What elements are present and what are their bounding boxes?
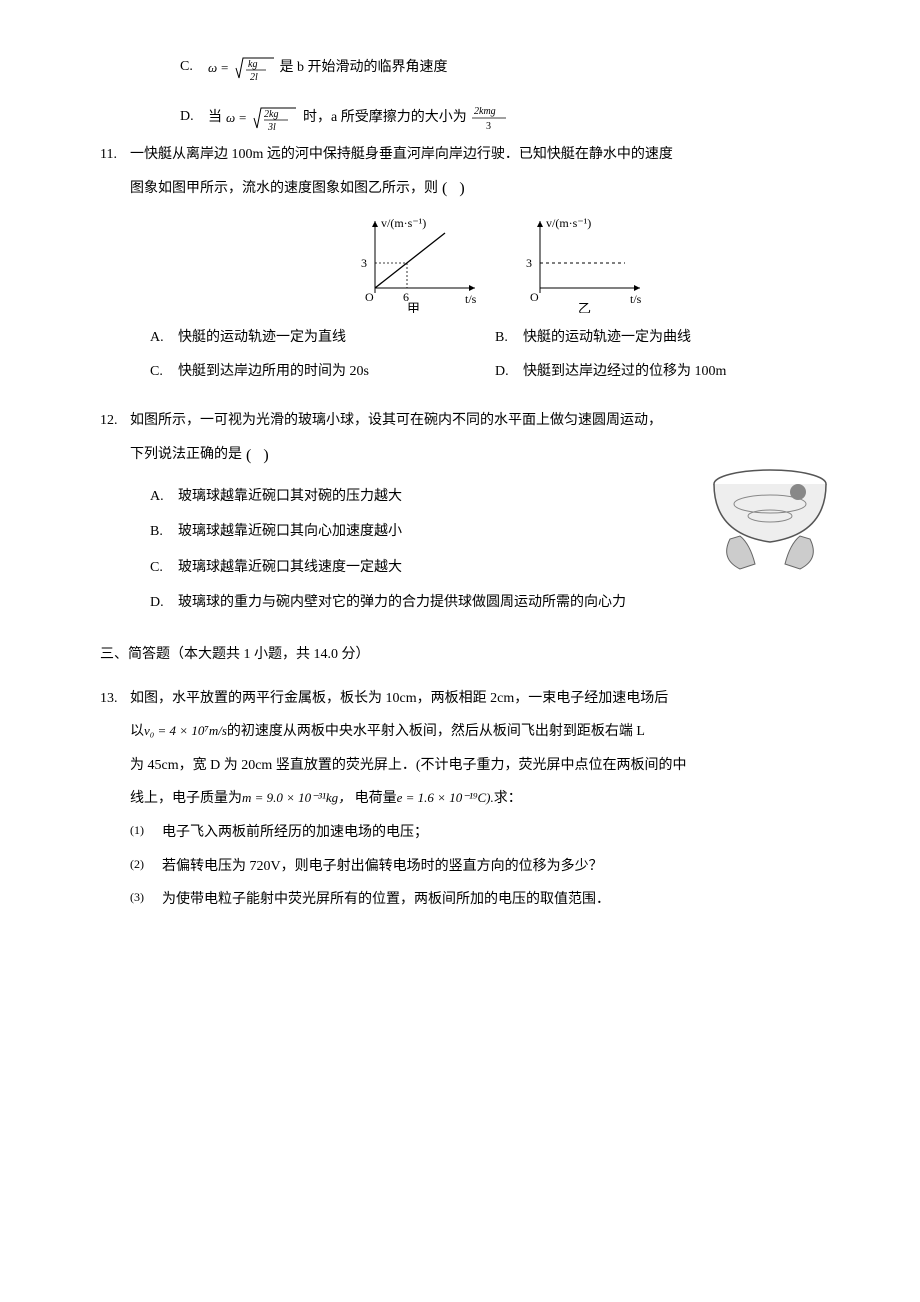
option-label: C. <box>150 551 178 585</box>
svg-text:ω: ω <box>208 60 217 75</box>
paren-icon: ( ) <box>442 179 470 197</box>
sub-text: 电子飞入两板前所经历的加速电场的电压； <box>162 816 428 850</box>
svg-text:O: O <box>530 290 539 304</box>
bowl-figure <box>700 464 840 574</box>
stem-line: 如图所示，一可视为光滑的玻璃小球，设其可在碗内不同的水平面上做匀速圆周运动， <box>130 404 840 438</box>
formula-mass: m = 9.0 × 10⁻³¹kg， <box>242 790 351 805</box>
question-11: 11. 一快艇从离岸边 100m 远的河中保持艇身垂直河岸向岸边行驶．已知快艇在… <box>100 138 840 388</box>
options-row: A. 快艇的运动轨迹一定为直线 B. 快艇的运动轨迹一定为曲线 <box>150 321 840 355</box>
option-text: 快艇的运动轨迹一定为曲线 <box>523 321 691 355</box>
q11-opt-b: B. 快艇的运动轨迹一定为曲线 <box>495 321 840 355</box>
graph-left: v/(m·s⁻¹) t/s O 3 6 甲 <box>315 213 655 313</box>
question-number: 12. <box>100 404 130 622</box>
option-text: 玻璃球越靠近碗口其线速度一定越大 <box>178 551 402 585</box>
formula-frac-d: 2kmg 3 <box>470 103 510 133</box>
svg-text:v/(m·s⁻¹): v/(m·s⁻¹) <box>381 216 426 230</box>
paren-icon: ( ) <box>246 446 274 464</box>
q11-opt-a: A. 快艇的运动轨迹一定为直线 <box>150 321 495 355</box>
question-12: 12. 如图所示，一可视为光滑的玻璃小球，设其可在碗内不同的水平面上做匀速圆周运… <box>100 404 840 622</box>
question-body: 一快艇从离岸边 100m 远的河中保持艇身垂直河岸向岸边行驶．已知快艇在静水中的… <box>130 138 840 388</box>
svg-text:v/(m·s⁻¹): v/(m·s⁻¹) <box>546 216 591 230</box>
q11-opt-c: C. 快艇到达岸边所用的时间为 20s <box>150 355 495 389</box>
option-text: 玻璃球越靠近碗口其向心加速度越小 <box>178 515 402 549</box>
option-label: B. <box>150 515 178 549</box>
option-text: 玻璃球的重力与碗内壁对它的弹力的合力提供球做圆周运动所需的向心力 <box>178 586 626 620</box>
option-text: 当 ω = 2kg 3l 时，a 所受摩擦力的大小为 2kmg 3 <box>208 100 510 136</box>
svg-text:3: 3 <box>361 256 367 270</box>
formula-v0: v₀ = 4 × 10⁷m/s <box>144 723 227 738</box>
velocity-graphs: v/(m·s⁻¹) t/s O 3 6 甲 <box>130 213 840 313</box>
sub-text: 为使带电粒子能射中荧光屏所有的位置，两板间所加的电压的取值范围． <box>162 883 610 917</box>
svg-text:t/s: t/s <box>630 292 642 306</box>
option-label: A. <box>150 480 178 514</box>
q11-opt-d: D. 快艇到达岸边经过的位移为 100m <box>495 355 840 389</box>
svg-text:( ): ( ) <box>246 447 269 464</box>
question-13: 13. 如图，水平放置的两平行金属板，板长为 10cm，两板相距 2cm，一束电… <box>100 682 840 917</box>
options-row: C. 快艇到达岸边所用的时间为 20s D. 快艇到达岸边经过的位移为 100m <box>150 355 840 389</box>
question-body: 如图所示，一可视为光滑的玻璃小球，设其可在碗内不同的水平面上做匀速圆周运动， 下… <box>130 404 840 622</box>
svg-text:kg: kg <box>248 59 257 70</box>
formula-charge: e = 1.6 × 10⁻¹⁹C). <box>397 790 494 805</box>
section-3-title: 三、简答题（本大题共 1 小题，共 14.0 分） <box>100 638 840 672</box>
svg-text:=: = <box>239 110 246 125</box>
sub-text: 若偏转电压为 720V，则电子射出偏转电场时的竖直方向的位移为多少？ <box>162 850 603 884</box>
q13-sub2: (2) 若偏转电压为 720V，则电子射出偏转电场时的竖直方向的位移为多少？ <box>130 850 840 884</box>
svg-text:甲: 甲 <box>407 301 420 313</box>
formula-omega-c: ω = kg 2l <box>208 50 276 86</box>
option-text: ω = kg 2l 是 b 开始滑动的临界角速度 <box>208 50 448 86</box>
svg-text:ω: ω <box>226 110 235 125</box>
sub-number: (2) <box>130 850 162 884</box>
svg-text:3: 3 <box>486 121 491 132</box>
q13-sub3: (3) 为使带电粒子能射中荧光屏所有的位置，两板间所加的电压的取值范围． <box>130 883 840 917</box>
option-label: D. <box>150 586 178 620</box>
svg-text:乙: 乙 <box>578 301 591 313</box>
option-label: A. <box>150 321 178 355</box>
stem-line: 一快艇从离岸边 100m 远的河中保持艇身垂直河岸向岸边行驶．已知快艇在静水中的… <box>130 138 840 172</box>
option-label: C. <box>150 355 178 389</box>
svg-text:t/s: t/s <box>465 292 477 306</box>
bowl-icon <box>700 464 840 574</box>
q10-opt-c: C. ω = kg 2l 是 b 开始滑动的临界角速度 <box>180 50 840 86</box>
formula-omega-d: ω = 2kg 3l <box>226 100 300 136</box>
question-body: 如图，水平放置的两平行金属板，板长为 10cm，两板相距 2cm，一束电子经加速… <box>130 682 840 917</box>
stem-line: 为 45cm，宽 D 为 20cm 竖直放置的荧光屏上．(不计电子重力，荧光屏中… <box>130 749 840 783</box>
q10-options: C. ω = kg 2l 是 b 开始滑动的临界角速度 D. 当 ω = 2kg… <box>160 50 840 136</box>
q12-opt-a: A. 玻璃球越靠近碗口其对碗的压力越大 <box>150 480 684 514</box>
option-label: C. <box>180 50 208 86</box>
option-text: 快艇到达岸边所用的时间为 20s <box>178 355 369 389</box>
svg-text:3: 3 <box>526 256 532 270</box>
question-number: 11. <box>100 138 130 388</box>
question-number: 13. <box>100 682 130 917</box>
svg-text:2l: 2l <box>250 72 258 83</box>
option-label: D. <box>495 355 523 389</box>
sub-number: (3) <box>130 883 162 917</box>
q12-opt-c: C. 玻璃球越靠近碗口其线速度一定越大 <box>150 551 684 585</box>
q12-opt-d: D. 玻璃球的重力与碗内壁对它的弹力的合力提供球做圆周运动所需的向心力 <box>150 586 840 620</box>
svg-text:( ): ( ) <box>442 180 465 197</box>
stem-line: 图象如图甲所示，流水的速度图象如图乙所示，则 ( ) <box>130 172 840 206</box>
svg-text:2kg: 2kg <box>264 109 278 120</box>
stem-line: 如图，水平放置的两平行金属板，板长为 10cm，两板相距 2cm，一束电子经加速… <box>130 682 840 716</box>
stem-line: 以v₀ = 4 × 10⁷m/s的初速度从两板中央水平射入板间，然后从板间飞出射… <box>130 715 840 749</box>
option-label: D. <box>180 100 208 136</box>
option-text: 快艇的运动轨迹一定为直线 <box>178 321 346 355</box>
sub-number: (1) <box>130 816 162 850</box>
q12-opt-b: B. 玻璃球越靠近碗口其向心加速度越小 <box>150 515 684 549</box>
option-text: 玻璃球越靠近碗口其对碗的压力越大 <box>178 480 402 514</box>
svg-text:3l: 3l <box>267 122 276 133</box>
svg-text:O: O <box>365 290 374 304</box>
q10-opt-d: D. 当 ω = 2kg 3l 时，a 所受摩擦力的大小为 2kmg 3 <box>180 100 840 136</box>
svg-text:=: = <box>221 60 228 75</box>
stem-line: 线上，电子质量为m = 9.0 × 10⁻³¹kg， 电荷量e = 1.6 × … <box>130 782 840 816</box>
svg-text:2kmg: 2kmg <box>474 106 496 117</box>
q13-sub1: (1) 电子飞入两板前所经历的加速电场的电压； <box>130 816 840 850</box>
option-label: B. <box>495 321 523 355</box>
option-text: 快艇到达岸边经过的位移为 100m <box>523 355 726 389</box>
